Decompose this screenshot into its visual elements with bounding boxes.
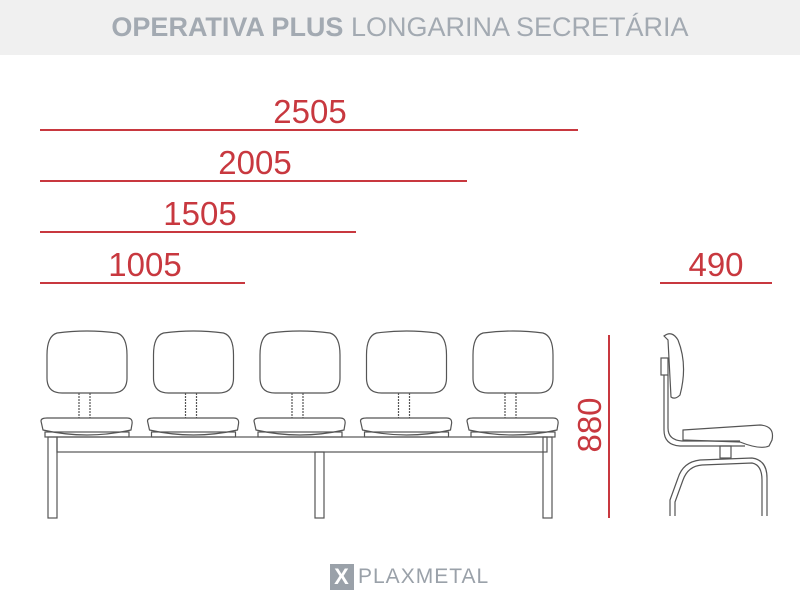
side-back-clip [660,357,669,376]
side-post-inner [667,375,740,442]
chair-front [253,330,346,438]
beam [56,436,548,453]
side-column [719,445,732,459]
chair-seat [40,417,133,436]
dim-label-1505: 1505 [163,195,236,232]
chair-seat [466,417,559,436]
page-title: OPERATIVA PLUS LONGARINA SECRETÁRIA [0,0,800,55]
dim-label-880: 880 [571,397,608,452]
dim-label-490: 490 [688,246,743,283]
chair-front [466,330,559,438]
chair-backrest [259,330,341,394]
dimension-lines [40,129,772,518]
dim-label-2005: 2005 [218,144,291,181]
chair-backrest [365,330,448,394]
leg-middle [314,451,325,519]
chair-spring [504,393,517,418]
leg-right [542,436,553,519]
chair-spring [184,393,198,418]
chair-spring [397,393,411,418]
side-backrest [663,333,685,399]
chair-spring [78,393,91,418]
chair-backrest [152,330,235,394]
side-seat [682,424,774,448]
chair-front [146,330,240,438]
chair-backrest [472,330,554,394]
chair-backrest [46,330,128,394]
chair-seat [253,417,346,436]
side-base-outer [669,457,768,516]
title-regular: LONGARINA SECRETÁRIA [350,12,689,42]
plaxmetal-logo: X PLAXMETAL [330,562,489,592]
chair-seat [359,417,453,436]
leg-left [47,436,58,519]
chair-spring [291,393,304,418]
title-bold: OPERATIVA PLUS [111,12,344,42]
front-view [40,330,559,519]
side-view [660,333,774,516]
side-post-outer [663,375,745,447]
chair-front [359,330,453,438]
chair-front [40,330,133,438]
chair-seat [146,417,240,436]
side-base-inner [674,462,763,516]
logo-mark-icon: X [330,564,354,590]
logo-text: PLAXMETAL [358,565,490,588]
dim-label-1005: 1005 [108,246,181,283]
dim-label-2505: 2505 [273,93,346,130]
